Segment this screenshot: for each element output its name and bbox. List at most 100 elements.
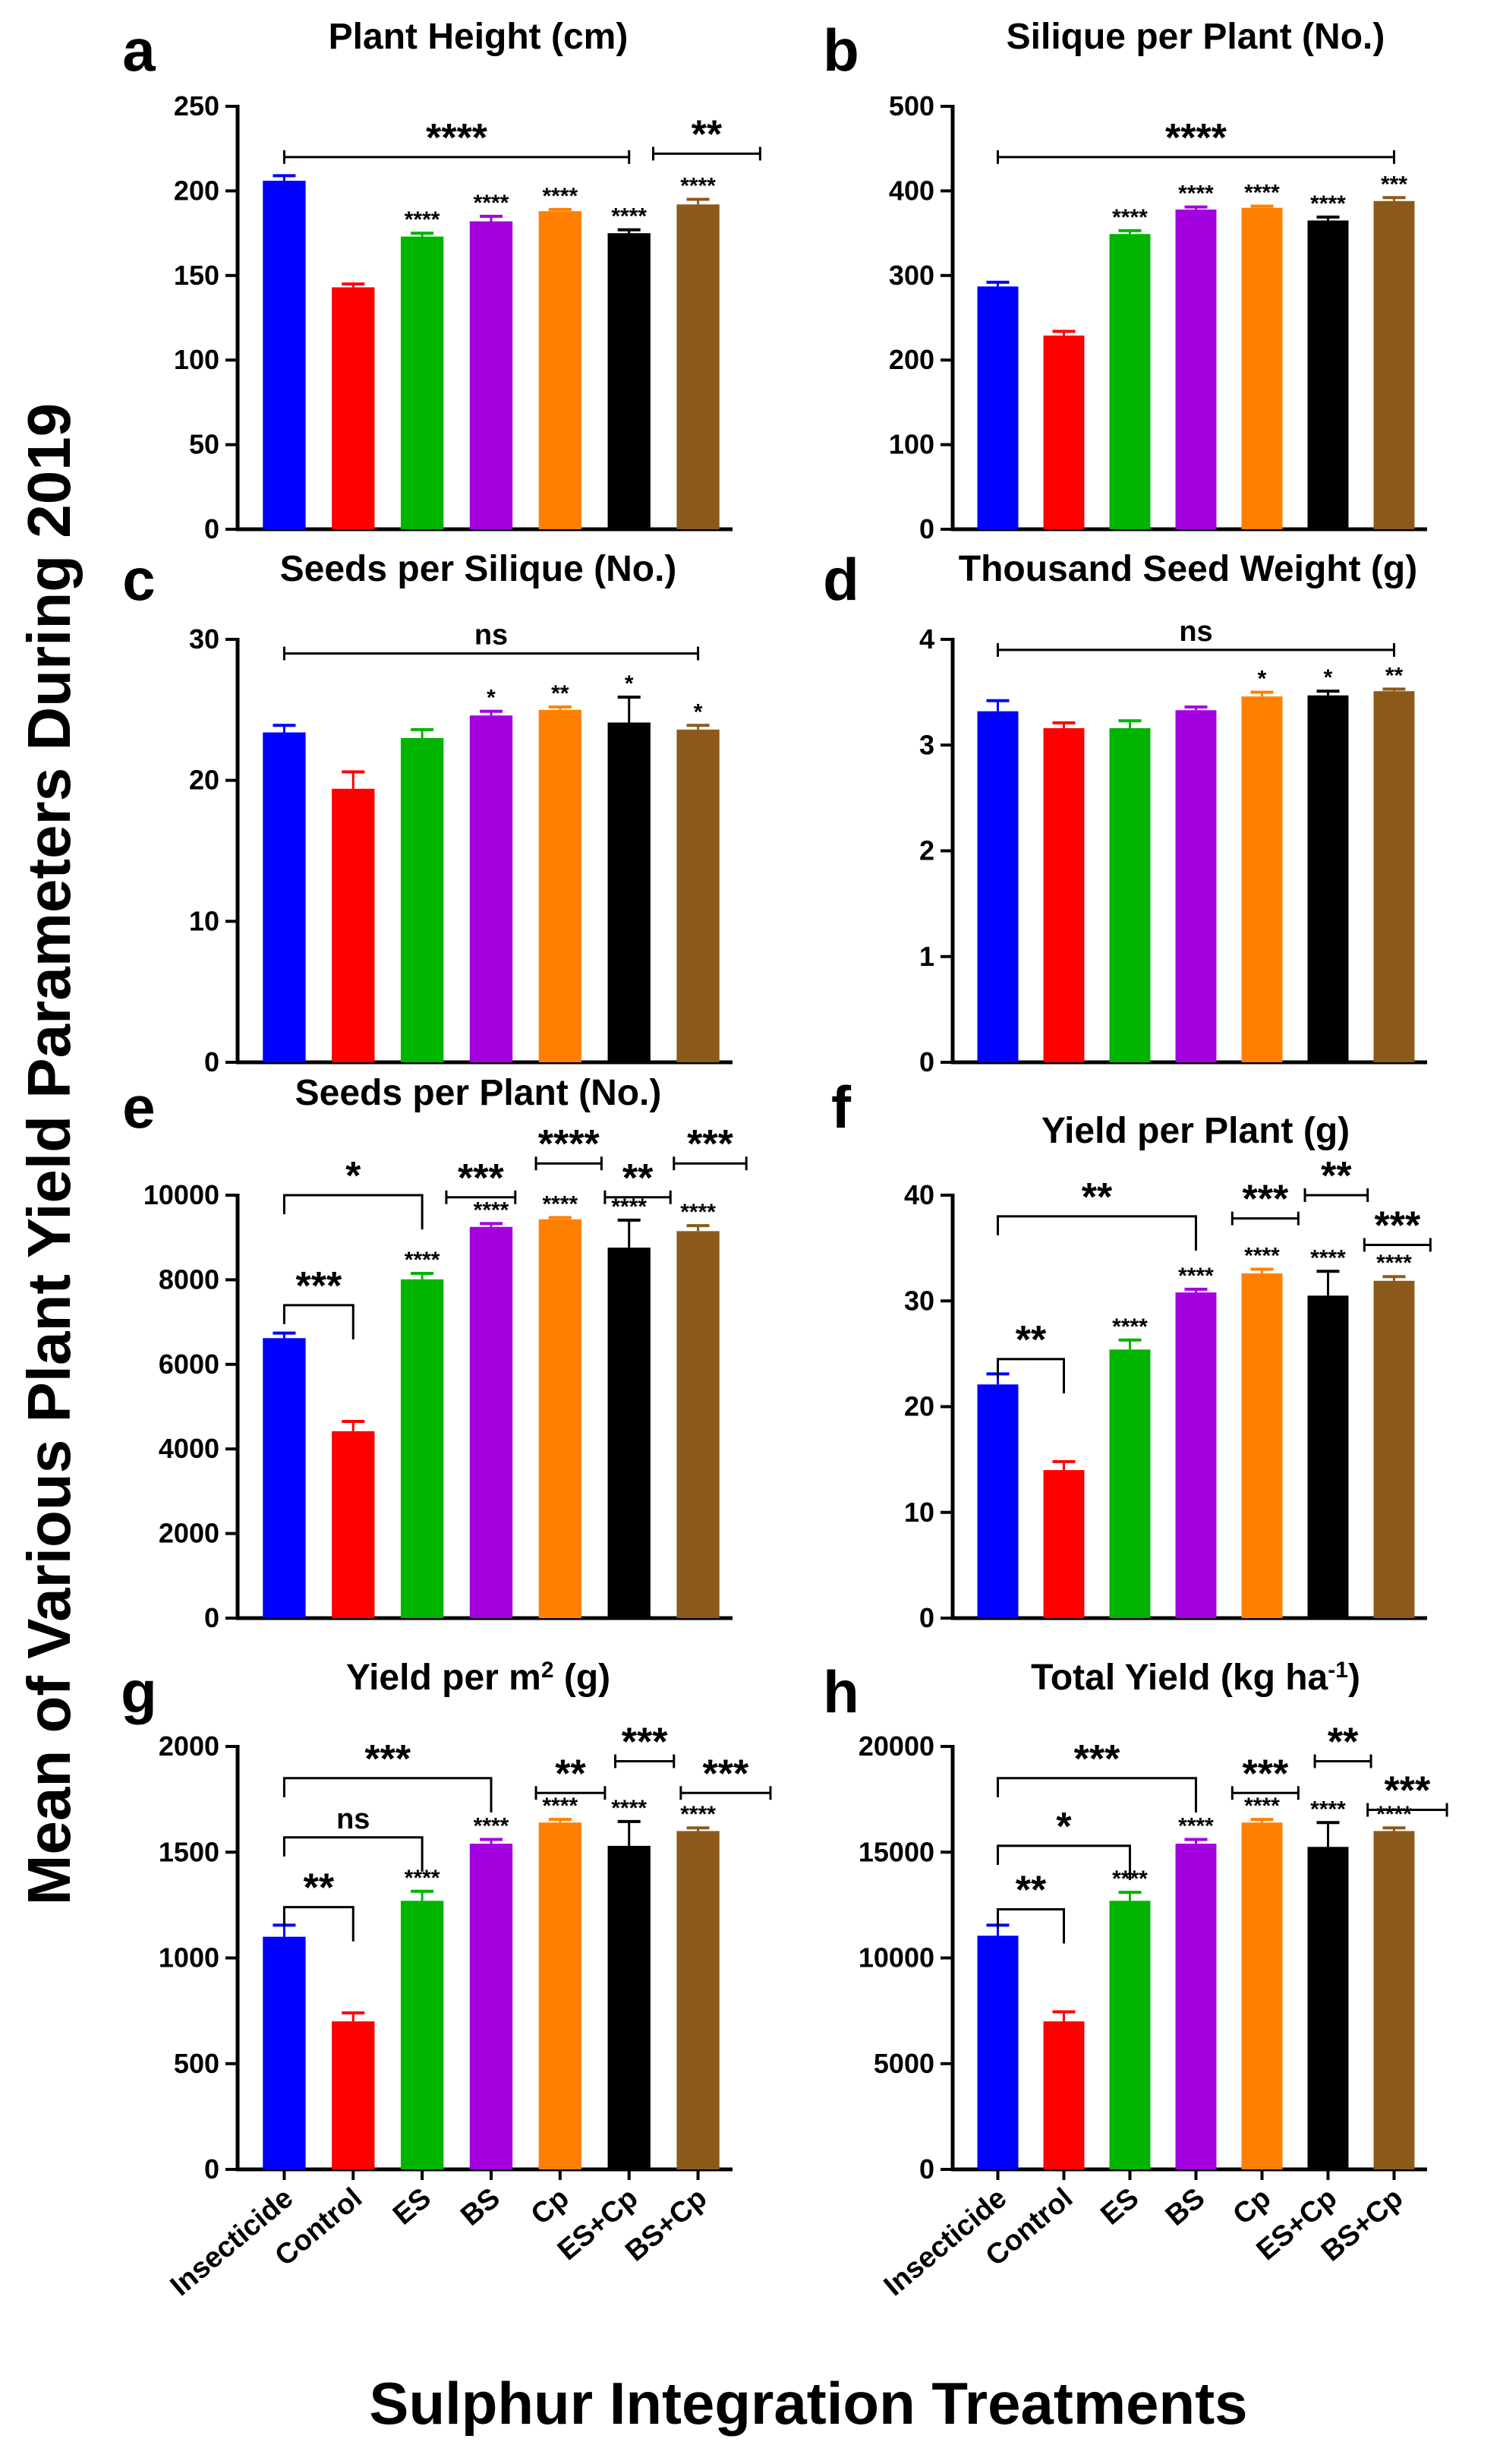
y-tick-label: 100 bbox=[889, 429, 934, 460]
significance-label: **** bbox=[611, 204, 647, 229]
panel-title: Total Yield (kg ha-1) bbox=[1031, 1658, 1360, 1699]
x-tick-label: BS bbox=[1160, 2182, 1211, 2232]
bar-es-cp bbox=[607, 1845, 651, 2169]
significance-label: **** bbox=[1244, 1243, 1280, 1268]
significance-label: **** bbox=[1376, 1802, 1412, 1827]
y-tick-label: 50 bbox=[189, 429, 219, 460]
bar-insecticide bbox=[977, 286, 1019, 529]
bracket-label: * bbox=[345, 1154, 361, 1198]
y-tick-label: 4000 bbox=[159, 1433, 219, 1464]
bar-control bbox=[1043, 727, 1085, 1062]
y-tick-label: 200 bbox=[889, 344, 934, 375]
bar-es-cp bbox=[607, 1248, 651, 1618]
y-tick-label: 3 bbox=[919, 729, 934, 760]
significance-label: **** bbox=[1178, 1264, 1214, 1289]
y-tick-label: 1500 bbox=[159, 1836, 219, 1867]
significance-bracket bbox=[282, 1194, 424, 1230]
significance-bracket bbox=[997, 1777, 1197, 1813]
bracket-label: ** bbox=[1016, 1868, 1047, 1912]
bar-es-cp bbox=[1307, 695, 1349, 1062]
bar-es bbox=[400, 1901, 444, 2169]
bracket-label: ** bbox=[304, 1866, 335, 1910]
bar-bs bbox=[469, 1844, 513, 2169]
bar-cp bbox=[1241, 207, 1283, 529]
significance-bracket bbox=[997, 1844, 1131, 1881]
x-tick-label: Cp bbox=[525, 2182, 575, 2232]
bar-insecticide bbox=[263, 1338, 306, 1618]
significance-bracket bbox=[282, 1304, 354, 1339]
y-tick-label: 6000 bbox=[159, 1349, 219, 1380]
y-tick-label: 0 bbox=[919, 1046, 934, 1077]
y-tick-label: 400 bbox=[889, 175, 934, 206]
significance-label: **** bbox=[474, 1814, 509, 1839]
bar-es-cp bbox=[607, 233, 651, 529]
y-tick-label: 20000 bbox=[859, 1730, 934, 1762]
bar-control bbox=[1043, 335, 1085, 529]
y-tick-label: 500 bbox=[174, 2048, 219, 2079]
y-tick-label: 0 bbox=[919, 1602, 934, 1633]
panel-letter: e bbox=[122, 1074, 155, 1141]
significance-bracket bbox=[997, 1358, 1065, 1393]
panel-h: h Total Yield (kg ha-1) 0 5000 10000 15000 200… bbox=[823, 1658, 1448, 2302]
bar-cp bbox=[1241, 696, 1283, 1062]
significance-label: **** bbox=[543, 1794, 578, 1819]
bar-es bbox=[1109, 234, 1151, 529]
y-tick-label: 300 bbox=[889, 260, 934, 291]
bracket-label: **** bbox=[426, 116, 488, 160]
bar-bs bbox=[469, 221, 513, 529]
bar-es-cp bbox=[1307, 1295, 1349, 1618]
bar-es bbox=[1109, 727, 1151, 1062]
panel-letter: h bbox=[823, 1658, 859, 1725]
bracket-label: ** bbox=[692, 112, 723, 156]
y-tick-label: 15000 bbox=[859, 1836, 934, 1867]
bar-insecticide bbox=[977, 1936, 1019, 2169]
y-tick-label: 10000 bbox=[143, 1179, 219, 1210]
significance-label: **** bbox=[474, 191, 509, 216]
significance-label: **** bbox=[474, 1197, 509, 1223]
bar-es bbox=[400, 236, 444, 529]
y-tick-label: 8000 bbox=[159, 1264, 219, 1295]
significance-label: **** bbox=[1178, 181, 1214, 207]
significance-bracket bbox=[282, 1777, 493, 1813]
bracket-label: *** bbox=[1374, 1204, 1420, 1248]
significance-bracket bbox=[997, 1215, 1197, 1251]
panel-title: Plant Height (cm) bbox=[329, 17, 629, 57]
y-tick-label: 2000 bbox=[159, 1730, 219, 1762]
bracket-label: *** bbox=[1242, 1178, 1288, 1222]
significance-label: **** bbox=[680, 1200, 716, 1225]
panels: a Plant Height (cm)050100150200250*******… bbox=[121, 17, 1448, 2302]
x-tick-label: ES bbox=[387, 2182, 437, 2232]
x-axis-title: Sulphur Integration Treatments bbox=[369, 2370, 1247, 2437]
bar-bs bbox=[469, 1226, 513, 1618]
significance-label: **** bbox=[1310, 1245, 1346, 1270]
bar-bs-cp bbox=[1373, 1280, 1415, 1618]
significance-label: ** bbox=[1385, 663, 1404, 688]
significance-label: * bbox=[487, 686, 496, 711]
bar-cp bbox=[538, 709, 582, 1062]
y-axis-title: Mean of Various Plant Yield Parameters D… bbox=[15, 403, 83, 1906]
panel-g: g Yield per m2 (g)0500100015002000Insecti… bbox=[121, 1658, 772, 2302]
bar-cp bbox=[1241, 1273, 1283, 1618]
significance-label: **** bbox=[611, 1194, 647, 1219]
panel-letter: a bbox=[122, 17, 156, 84]
bar-bs-cp bbox=[1373, 200, 1415, 529]
panel-letter: c bbox=[122, 546, 155, 613]
bracket-label: *** bbox=[687, 1122, 733, 1166]
significance-label: **** bbox=[1376, 1251, 1412, 1276]
bar-cp bbox=[538, 1219, 582, 1618]
x-tick-label: BS bbox=[455, 2182, 506, 2232]
bracket-label: *** bbox=[1385, 1769, 1431, 1813]
x-tick-label: Cp bbox=[1227, 2182, 1277, 2232]
significance-label: **** bbox=[543, 184, 578, 209]
significance-label: ** bbox=[551, 681, 569, 706]
panel-title: Seeds per Silique (No.) bbox=[280, 549, 677, 589]
significance-bracket bbox=[997, 1907, 1065, 1944]
bar-insecticide bbox=[977, 711, 1019, 1062]
significance-label: **** bbox=[1112, 1314, 1148, 1339]
y-tick-label: 0 bbox=[204, 1046, 219, 1077]
y-tick-label: 0 bbox=[204, 1602, 219, 1633]
bar-bs-cp bbox=[676, 204, 720, 529]
bar-bs-cp bbox=[1373, 691, 1415, 1062]
